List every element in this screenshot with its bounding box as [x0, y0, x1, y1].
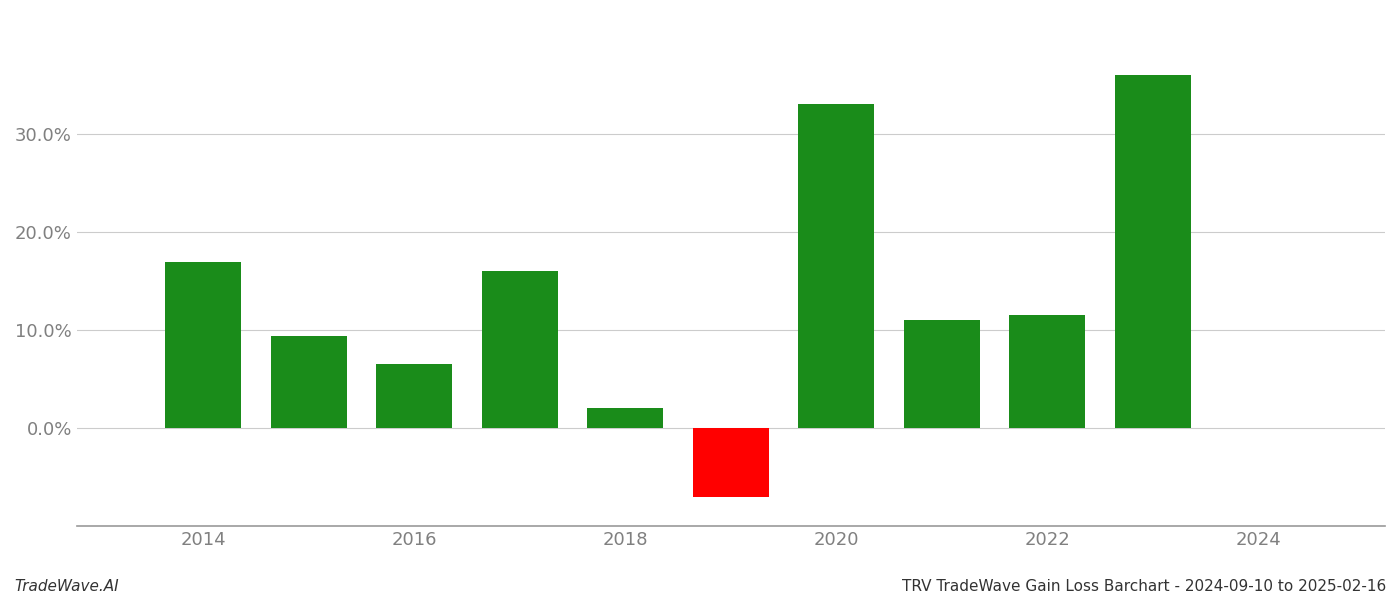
Bar — [798, 104, 875, 428]
Bar — [588, 409, 664, 428]
Text: TRV TradeWave Gain Loss Barchart - 2024-09-10 to 2025-02-16: TRV TradeWave Gain Loss Barchart - 2024-… — [902, 579, 1386, 594]
Bar — [1114, 75, 1191, 428]
Bar — [377, 364, 452, 428]
Bar — [904, 320, 980, 428]
Bar — [693, 428, 769, 497]
Bar — [270, 336, 347, 428]
Bar — [165, 262, 241, 428]
Bar — [482, 271, 557, 428]
Bar — [1009, 315, 1085, 428]
Text: TradeWave.AI: TradeWave.AI — [14, 579, 119, 594]
